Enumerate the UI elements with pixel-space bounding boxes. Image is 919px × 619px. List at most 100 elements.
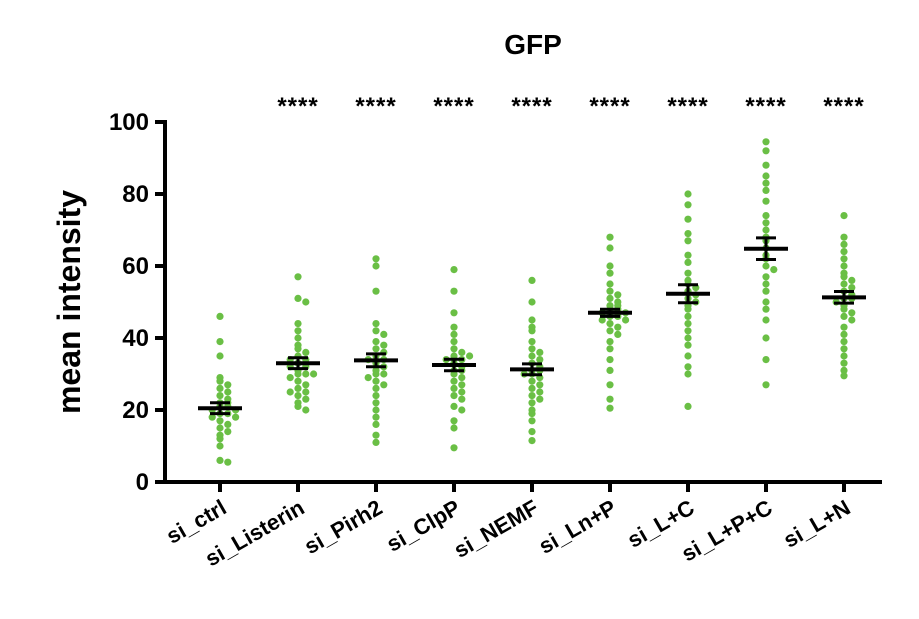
data-point — [224, 458, 232, 466]
data-point — [216, 384, 224, 392]
significance-label: **** — [511, 93, 552, 120]
data-point — [840, 305, 848, 313]
data-point — [528, 428, 536, 436]
data-point — [606, 269, 614, 277]
data-point — [762, 172, 770, 180]
data-point — [536, 356, 544, 364]
data-point — [840, 323, 848, 331]
data-point — [606, 404, 614, 412]
data-point — [606, 262, 614, 270]
data-point — [372, 431, 380, 439]
data-point — [684, 370, 692, 378]
data-point — [840, 345, 848, 353]
data-point — [294, 273, 302, 281]
significance-label: **** — [589, 93, 630, 120]
data-point — [294, 370, 302, 378]
data-point — [216, 392, 224, 400]
data-point — [216, 417, 224, 425]
data-point — [380, 370, 388, 378]
data-point — [294, 345, 302, 353]
data-point — [762, 179, 770, 187]
significance-label: **** — [745, 93, 786, 120]
data-point — [762, 212, 770, 220]
data-point — [762, 186, 770, 194]
data-point — [840, 248, 848, 256]
data-point — [528, 316, 536, 324]
data-point — [606, 294, 614, 302]
x-axis-categories: si_ctrlsi_Listerinsi_Pirh2si_ClpPsi_NEMF… — [162, 482, 855, 571]
data-point — [450, 417, 458, 425]
data-point — [606, 395, 614, 403]
data-point — [528, 345, 536, 353]
data-point — [762, 161, 770, 169]
data-point — [770, 266, 778, 274]
data-point — [302, 388, 310, 396]
data-point — [216, 435, 224, 443]
data-point — [840, 280, 848, 288]
data-point — [528, 352, 536, 360]
y-tick-label: 100 — [109, 109, 149, 136]
data-point — [224, 420, 232, 428]
data-point — [684, 190, 692, 198]
data-point — [450, 287, 458, 295]
data-point — [684, 215, 692, 223]
data-point — [840, 372, 848, 380]
data-point — [762, 219, 770, 227]
data-point — [840, 366, 848, 374]
data-point — [528, 338, 536, 346]
y-axis-ticks: 0 20 40 60 80 100 — [109, 109, 165, 496]
data-point — [286, 374, 294, 382]
data-point — [372, 320, 380, 328]
data-point — [840, 262, 848, 270]
data-point — [606, 244, 614, 252]
data-point — [614, 323, 622, 331]
data-point — [684, 320, 692, 328]
data-point — [294, 294, 302, 302]
data-point — [294, 402, 302, 410]
data-point — [606, 327, 614, 335]
data-point — [450, 392, 458, 400]
data-point — [302, 348, 310, 356]
data-point — [606, 345, 614, 353]
significance-label: **** — [823, 93, 864, 120]
x-tick-label: si_Ln+P — [534, 495, 620, 559]
chart-title: GFP — [504, 29, 562, 60]
data-point — [310, 370, 318, 378]
data-point — [372, 287, 380, 295]
data-point — [372, 413, 380, 421]
data-point — [684, 269, 692, 277]
data-point — [372, 338, 380, 346]
data-point — [450, 402, 458, 410]
x-tick-label: si_NEMF — [450, 495, 543, 563]
data-point — [762, 334, 770, 342]
data-point — [536, 395, 544, 403]
data-point — [450, 323, 458, 331]
data-point — [372, 370, 380, 378]
y-tick-label: 60 — [122, 253, 149, 280]
data-point — [450, 309, 458, 317]
data-point — [840, 233, 848, 241]
data-point — [216, 352, 224, 360]
data-point — [684, 230, 692, 238]
x-tick-label: si_Pirh2 — [300, 495, 387, 559]
data-point — [224, 381, 232, 389]
data-point — [614, 291, 622, 299]
data-point — [286, 388, 294, 396]
data-points — [208, 138, 856, 466]
data-point — [536, 381, 544, 389]
data-point — [684, 251, 692, 259]
data-point — [606, 320, 614, 328]
data-point — [606, 338, 614, 346]
data-point — [762, 298, 770, 306]
data-point — [848, 276, 856, 284]
data-point — [216, 456, 224, 464]
data-point — [372, 327, 380, 335]
axes — [163, 120, 882, 484]
data-point — [372, 262, 380, 270]
data-point — [302, 395, 310, 403]
data-point — [294, 377, 302, 385]
data-point — [380, 341, 388, 349]
data-point — [840, 312, 848, 320]
data-point — [762, 226, 770, 234]
data-point — [684, 258, 692, 266]
